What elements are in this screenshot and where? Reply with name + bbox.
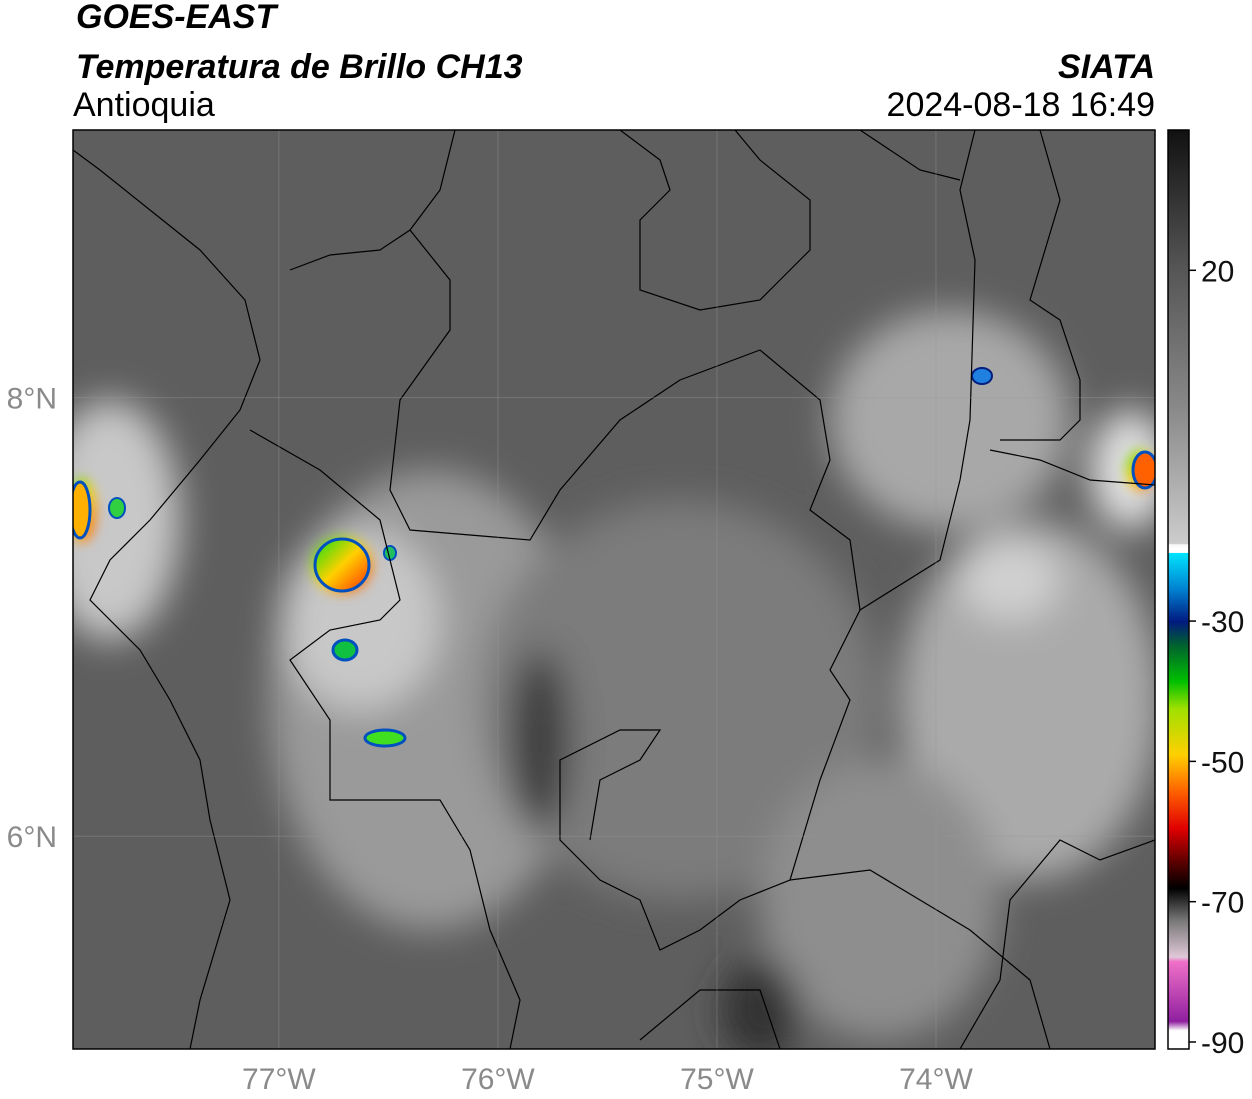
- subtitle: Temperatura de Brillo CH13: [76, 48, 523, 86]
- lon-tick-label: 76°W: [461, 1063, 535, 1096]
- colorbar-tick-label: 20: [1201, 255, 1234, 288]
- colorbar: [1167, 129, 1190, 1050]
- datetime: 2024-08-18 16:49: [887, 86, 1155, 124]
- grid: [73, 130, 1155, 1049]
- title: GOES-EAST: [76, 0, 279, 36]
- colorbar-tick-label: -70: [1201, 887, 1244, 920]
- lon-tick-label: 75°W: [680, 1063, 754, 1096]
- map-frame: [72, 129, 1156, 1050]
- lon-tick-label: 74°W: [899, 1063, 973, 1096]
- map-image: [73, 130, 1155, 1049]
- colorbar-tick-label: -50: [1201, 746, 1244, 779]
- region: Antioquia: [73, 86, 215, 124]
- source: SIATA: [1058, 48, 1155, 86]
- colorbar-tick-label: -90: [1201, 1027, 1244, 1060]
- lat-tick-label: 8°N: [7, 383, 57, 416]
- lat-tick-label: 6°N: [7, 821, 57, 854]
- colorbar-tick-label: -30: [1201, 606, 1244, 639]
- lon-tick-label: 77°W: [242, 1063, 316, 1096]
